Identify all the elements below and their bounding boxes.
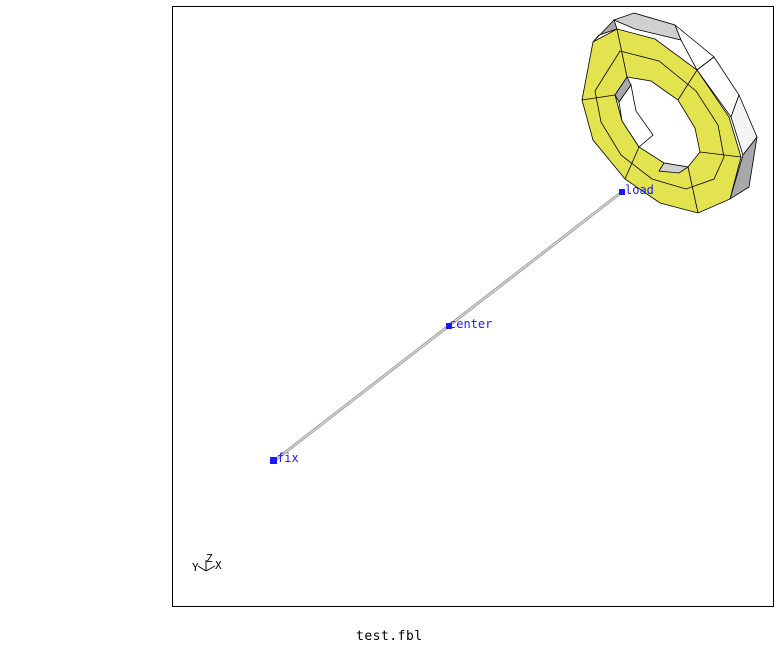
center-marker[interactable] [446,323,452,329]
hole-wall-left [618,84,654,148]
axis-x-label: X [215,559,222,572]
axis-z-label: Z [206,552,213,565]
fix-label: fix [277,451,299,465]
point-center[interactable]: center [446,317,492,331]
model-scene[interactable]: load center fix Y Z X [173,7,775,608]
axis-triad: Y Z X [192,552,222,574]
hole-wall-bottom [658,162,690,174]
fix-marker[interactable] [270,457,277,464]
filename-label: test.fbl [356,629,423,644]
center-label: center [449,317,492,331]
point-load[interactable]: load [619,183,654,197]
ring-annulus [581,28,742,214]
ring-hole-walls [614,76,690,174]
point-fix[interactable]: fix [270,451,299,465]
axis-y-label: Y [192,561,199,574]
load-label: load [625,183,654,197]
3d-viewport[interactable]: load center fix Y Z X [172,6,774,607]
load-marker[interactable] [619,189,625,195]
ring-face [581,28,742,214]
